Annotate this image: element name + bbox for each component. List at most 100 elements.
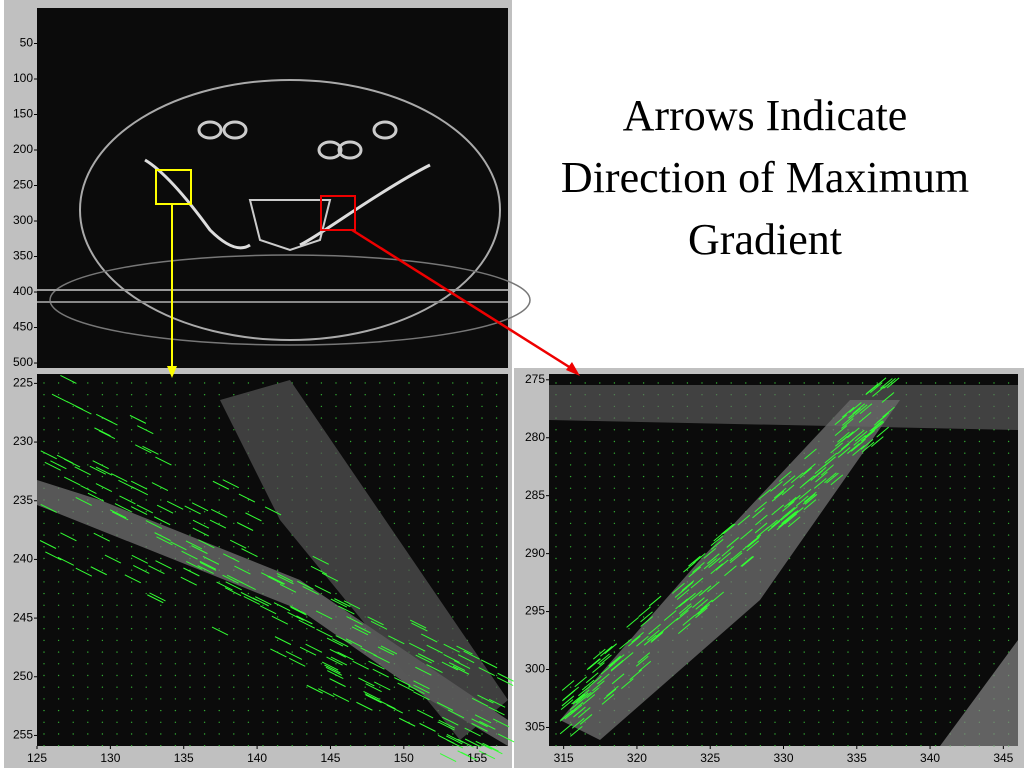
gradient-arrow — [837, 431, 850, 443]
gradient-arrow — [312, 555, 329, 565]
gradient-arrow — [343, 600, 361, 610]
grid-dot — [203, 686, 206, 688]
grid-dot — [130, 733, 133, 735]
grid-dot — [788, 592, 791, 595]
zoom-box — [320, 195, 356, 231]
pointer-head — [167, 366, 177, 378]
grid-dot — [422, 394, 425, 396]
grid-dot — [291, 616, 293, 618]
grid-dot — [584, 616, 586, 618]
grid-dot — [934, 475, 937, 478]
grid-dot — [189, 394, 191, 396]
grid-dot — [130, 628, 133, 630]
grid-dot — [189, 733, 191, 735]
grid-dot — [861, 475, 864, 478]
grid-dot — [364, 382, 366, 384]
gradient-arrow — [415, 666, 432, 676]
grid-dot — [818, 639, 820, 642]
grid-dot — [101, 569, 104, 571]
gradient-arrow — [729, 550, 743, 562]
grid-dot — [174, 452, 177, 454]
grid-dot — [613, 604, 616, 606]
grid-dot — [189, 534, 191, 536]
grid-dot — [949, 616, 951, 618]
grid-dot — [247, 663, 250, 665]
grid-dot — [555, 604, 557, 606]
grid-dot — [891, 721, 893, 723]
gradient-arrow — [330, 656, 348, 666]
grid-dot — [978, 592, 981, 595]
gradient-arrow — [145, 520, 163, 530]
grid-dot — [701, 663, 703, 665]
grid-dot — [949, 709, 951, 712]
grid-dot — [101, 651, 104, 653]
grid-dot — [934, 452, 937, 454]
grid-dot — [130, 651, 133, 653]
grid-dot — [672, 745, 674, 747]
grid-dot — [613, 452, 616, 454]
grid-dot — [905, 592, 908, 595]
grid-dot — [101, 628, 104, 630]
gradient-arrow — [574, 676, 588, 688]
gradient-arrow — [39, 540, 57, 549]
grid-dot — [437, 733, 439, 735]
pointer-arrow — [351, 228, 575, 372]
grid-dot — [876, 745, 878, 747]
gradient-arrow — [156, 536, 173, 546]
grid-dot — [832, 745, 835, 747]
grid-dot — [247, 511, 250, 513]
y-tick-label: 450 — [13, 320, 33, 334]
grid-dot — [730, 511, 732, 513]
gradient-arrow — [631, 631, 644, 643]
grid-dot — [101, 475, 104, 478]
grid-dot — [876, 686, 878, 688]
grid-dot — [613, 546, 616, 548]
grid-dot — [218, 464, 220, 466]
grid-dot — [978, 511, 981, 513]
gradient-arrow — [783, 496, 797, 508]
gradient-arrow — [869, 420, 882, 432]
gradient-arrow — [571, 693, 584, 705]
grid-dot — [993, 382, 995, 384]
gradient-arrow — [438, 719, 456, 729]
gradient-arrow — [782, 475, 796, 487]
grid-dot — [174, 639, 177, 642]
grid-dot — [949, 569, 951, 571]
grid-dot — [628, 569, 630, 571]
gradient-arrow — [488, 706, 505, 716]
gradient-arrow — [804, 448, 817, 460]
gradient-arrow — [457, 738, 474, 748]
grid-dot — [101, 733, 104, 735]
gradient-arrow — [737, 514, 751, 526]
grid-dot — [642, 464, 645, 466]
gradient-arrow — [755, 514, 768, 526]
grid-dot — [306, 698, 308, 700]
gradient-arrow — [830, 474, 844, 486]
gradient-arrow — [830, 442, 843, 454]
grid-dot — [949, 440, 951, 443]
grid-dot — [43, 745, 45, 747]
grid-dot — [495, 440, 498, 443]
gradient-arrow — [297, 580, 314, 590]
grid-dot — [408, 382, 410, 384]
grid-dot — [628, 464, 630, 466]
grid-dot — [437, 440, 439, 443]
grid-dot — [43, 674, 45, 677]
grid-dot — [306, 639, 308, 642]
gradient-arrow — [849, 402, 862, 413]
grid-dot — [774, 639, 776, 642]
grid-dot — [189, 511, 191, 513]
grid-dot — [233, 382, 235, 384]
grid-dot — [57, 382, 60, 384]
grid-dot — [642, 475, 645, 478]
grid-dot — [87, 709, 89, 712]
grid-dot — [978, 569, 981, 571]
grid-dot — [861, 592, 864, 595]
gradient-arrow — [130, 506, 148, 516]
grid-dot — [72, 405, 74, 408]
grid-dot — [978, 663, 981, 665]
grid-dot — [701, 534, 703, 536]
grid-dot — [788, 581, 791, 583]
grid-dot — [818, 522, 820, 525]
grid-dot — [803, 686, 805, 688]
